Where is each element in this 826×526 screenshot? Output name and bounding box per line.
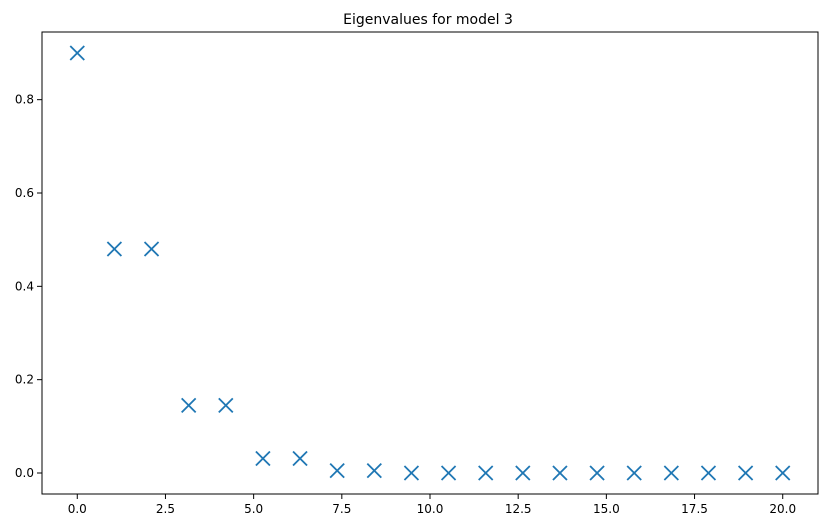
data-point — [737, 465, 754, 481]
x-axis: 0.0 2.5 5.0 7.5 10.0 12.5 15.0 17.5 20.0 — [68, 494, 796, 516]
y-tick-label: 0.4 — [15, 279, 34, 293]
chart-title: Eigenvalues for model 3 — [343, 12, 513, 28]
data-points — [69, 45, 791, 481]
plot-area-frame — [41, 31, 819, 495]
x-tick-label: 20.0 — [769, 502, 796, 516]
y-tick-label: 0.2 — [15, 373, 34, 387]
data-point — [589, 465, 605, 481]
data-point — [329, 463, 345, 479]
x-tick-label: 7.5 — [332, 502, 351, 516]
y-tick-label: 0.6 — [15, 186, 34, 200]
data-point — [626, 465, 642, 481]
data-point — [775, 465, 791, 481]
x-tick-label: 2.5 — [156, 502, 175, 516]
data-point — [515, 465, 531, 481]
data-point — [255, 450, 271, 467]
x-tick-label: 17.5 — [681, 502, 708, 516]
data-point — [366, 463, 382, 479]
y-tick-label: 0.0 — [15, 466, 34, 480]
x-tick-label: 5.0 — [244, 502, 263, 516]
data-point — [700, 465, 717, 481]
data-point — [663, 465, 679, 481]
data-point — [478, 465, 494, 481]
data-point — [218, 397, 234, 413]
data-point — [143, 241, 160, 257]
data-point — [106, 241, 123, 257]
data-point — [440, 465, 457, 481]
y-tick-label: 0.8 — [15, 93, 34, 107]
x-tick-label: 15.0 — [593, 502, 620, 516]
data-point — [181, 397, 197, 413]
x-tick-label: 12.5 — [505, 502, 532, 516]
data-point — [292, 450, 308, 467]
x-tick-label: 10.0 — [417, 502, 444, 516]
data-point — [69, 45, 85, 61]
data-point — [403, 465, 420, 481]
x-tick-label: 0.0 — [68, 502, 87, 516]
data-point — [552, 465, 568, 481]
y-axis: 0.0 0.2 0.4 0.6 0.8 — [15, 93, 42, 480]
